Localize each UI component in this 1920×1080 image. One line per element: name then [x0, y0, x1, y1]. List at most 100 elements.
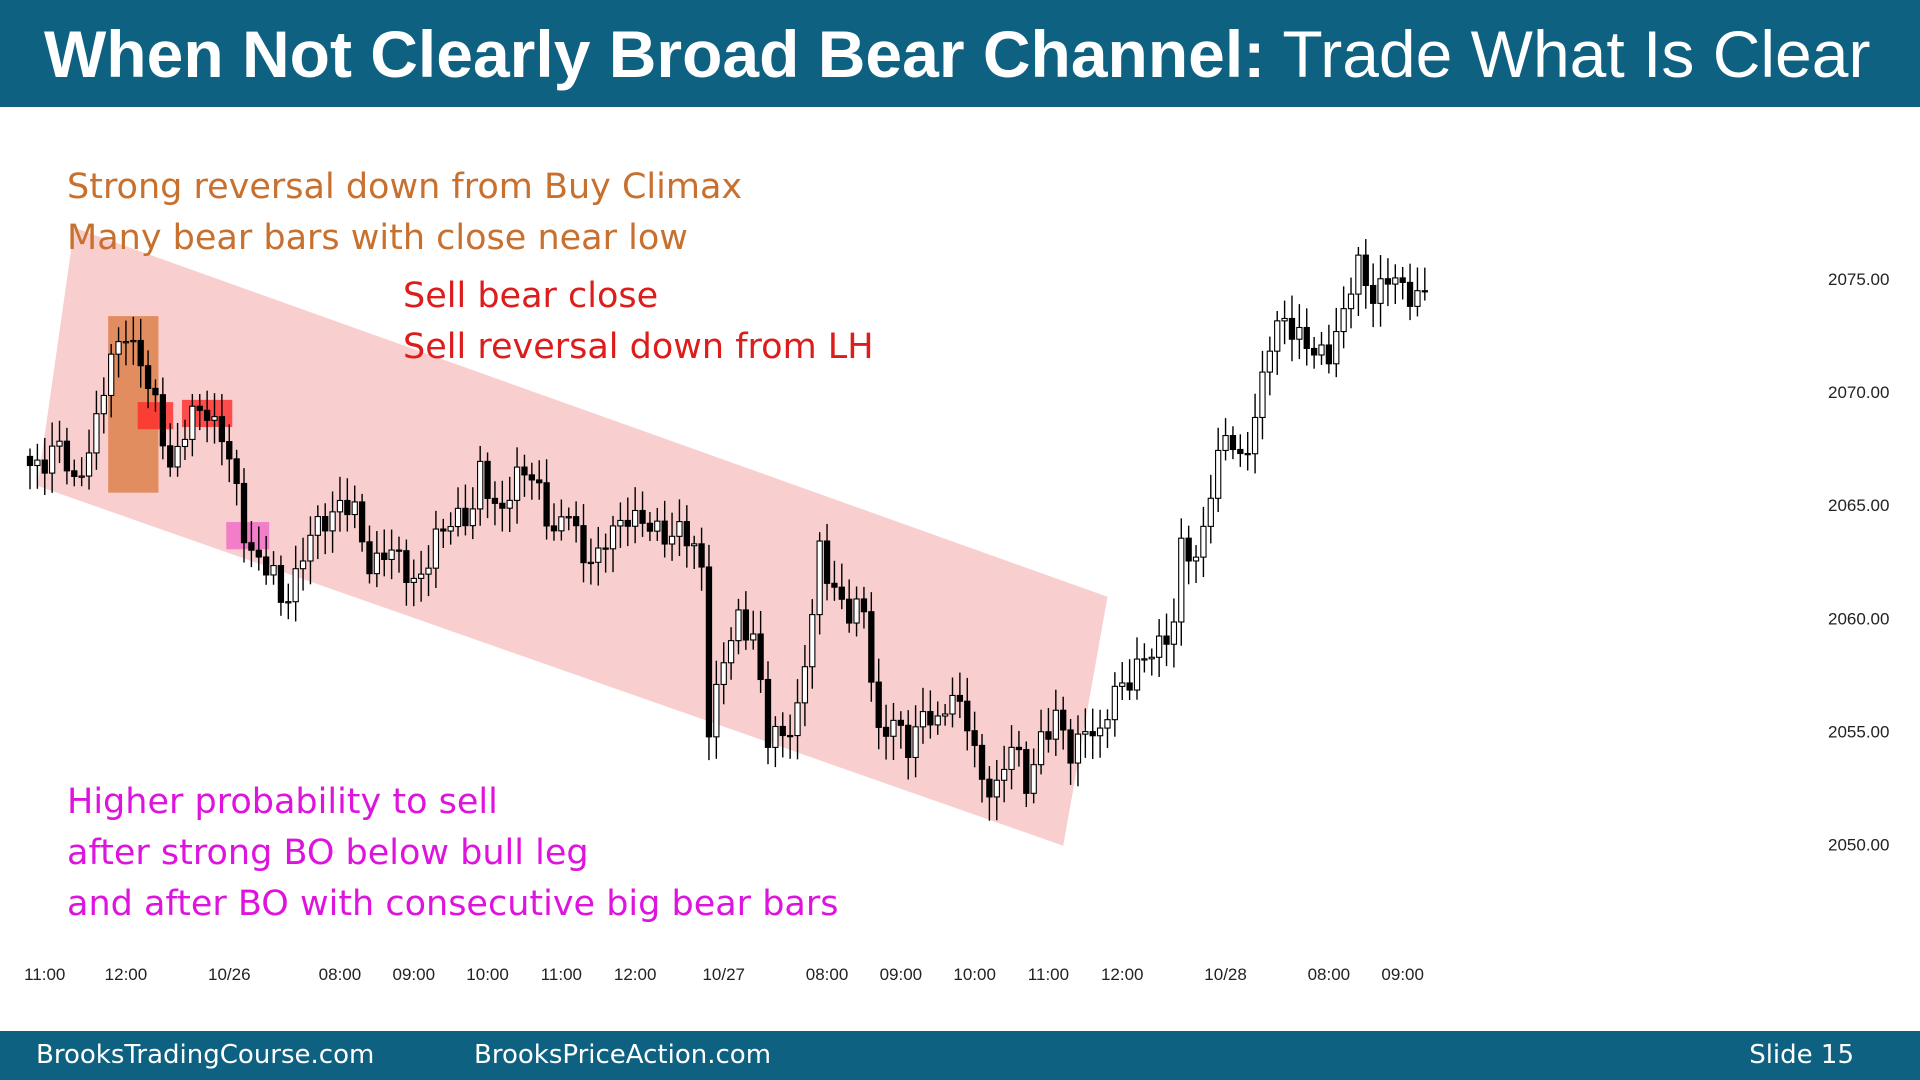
candle	[949, 677, 956, 728]
bear-candle-body	[698, 543, 705, 568]
bear-candle-body	[159, 394, 166, 447]
bear-candle-body	[462, 507, 469, 527]
candle	[801, 645, 809, 727]
price-chart: 2050.00 2055.00 2060.00 2065.00 2070.00 2075.…	[24, 227, 1889, 984]
bear-candle-body	[757, 633, 764, 681]
candle	[358, 493, 366, 552]
candle	[587, 538, 595, 585]
candle	[1096, 709, 1104, 758]
bear-channel	[37, 227, 1108, 846]
bear-candle-body	[440, 528, 447, 532]
candle	[956, 672, 964, 719]
bear-candle-body	[395, 549, 403, 552]
candle	[351, 485, 358, 529]
bull-candle-body	[1251, 416, 1259, 455]
candle	[417, 550, 425, 602]
bull-candle-body	[1259, 371, 1266, 419]
candle	[71, 459, 78, 487]
bull-candle-body	[1392, 277, 1399, 285]
candle	[329, 491, 336, 553]
candle	[93, 390, 100, 470]
annotation-line: and after BO with consecutive big bear b…	[67, 884, 839, 924]
bear-candle-body	[1045, 731, 1052, 740]
candle	[425, 545, 432, 597]
candle	[285, 583, 292, 620]
bear-candle-body	[1384, 278, 1392, 285]
x-tick-label: 10:00	[953, 965, 996, 984]
bull-candle-body	[56, 440, 63, 447]
candle	[809, 599, 816, 689]
annotation-line: Higher probability to sell	[67, 782, 498, 822]
x-tick-label: 12:00	[105, 965, 148, 984]
candle	[764, 661, 772, 765]
bear-candle-body	[742, 609, 750, 641]
candle	[462, 484, 469, 536]
bull-candle-body	[587, 561, 595, 565]
candle	[469, 487, 476, 540]
bull-candle-body	[1037, 731, 1045, 766]
annotation-line: Sell reversal down from LH	[403, 327, 874, 367]
annotation-line: after strong BO below bull leg	[67, 833, 589, 873]
bull-candle-body	[1318, 344, 1325, 356]
bull-candle-body	[632, 509, 639, 527]
bear-candle-body	[1023, 749, 1030, 794]
bull-candle-body	[617, 519, 624, 527]
candle	[196, 394, 203, 431]
candle	[1067, 718, 1074, 785]
bear-candle-body	[263, 556, 270, 576]
bear-candle-body	[203, 409, 211, 421]
bear-candle-body	[905, 724, 912, 759]
y-tick-label: 2065.00	[1828, 496, 1889, 515]
x-tick-label: 08:00	[806, 965, 849, 984]
candle	[1266, 336, 1273, 396]
bear-candle-body	[639, 509, 646, 524]
x-axis: 11:00 12:00 10/26 08:00 09:00 10:00 11:00 12:00…	[24, 965, 1424, 984]
bull-candle-body	[469, 508, 476, 527]
candle	[26, 448, 34, 490]
bull-candle-body	[307, 534, 314, 562]
bull-candle-body	[691, 543, 698, 547]
candle	[617, 502, 624, 548]
candle	[410, 559, 417, 607]
bull-candle-body	[919, 711, 927, 728]
bear-candle-body	[491, 497, 499, 504]
candle	[897, 711, 904, 749]
footer-course-site: BrooksTradingCourse.com	[36, 1040, 375, 1070]
bear-candle-body	[846, 598, 853, 624]
slide-footer: BrooksTradingCourse.com BrooksPriceActio…	[0, 1031, 1920, 1080]
bear-candle-body	[823, 540, 831, 584]
x-tick-label: 08:00	[319, 965, 362, 984]
candle	[1119, 662, 1126, 701]
bull-candle-body	[1274, 320, 1281, 352]
candle	[1244, 431, 1251, 471]
candle	[521, 454, 528, 497]
candle	[1215, 427, 1222, 512]
candle	[536, 460, 543, 500]
bull-candle-body	[750, 633, 757, 641]
bear-candle-body	[986, 778, 993, 798]
candle	[440, 518, 447, 548]
bull-candle-body	[1207, 497, 1214, 527]
bull-candle-body	[794, 702, 801, 737]
candle	[1340, 286, 1347, 349]
candlestick-layer	[26, 239, 1428, 821]
bull-candle-body	[336, 499, 344, 513]
title-bold-part: When Not Clearly Broad Bear Channel:	[44, 17, 1266, 91]
bull-candle-body	[1296, 326, 1303, 340]
slide-number: Slide 15	[1749, 1040, 1854, 1070]
bear-candle-body	[1015, 746, 1023, 751]
candle	[794, 679, 801, 760]
candle	[683, 505, 690, 568]
candle	[838, 563, 845, 610]
bear-candle-body	[572, 516, 580, 527]
candle	[56, 420, 63, 464]
candle	[130, 316, 137, 365]
candle	[846, 579, 853, 633]
bull-candle-body	[1155, 635, 1163, 658]
y-tick-label: 2050.00	[1828, 836, 1889, 855]
candle	[34, 443, 41, 489]
candle	[63, 427, 71, 485]
bull-candle-body	[676, 521, 683, 537]
candle	[122, 320, 130, 366]
candle	[624, 497, 631, 547]
